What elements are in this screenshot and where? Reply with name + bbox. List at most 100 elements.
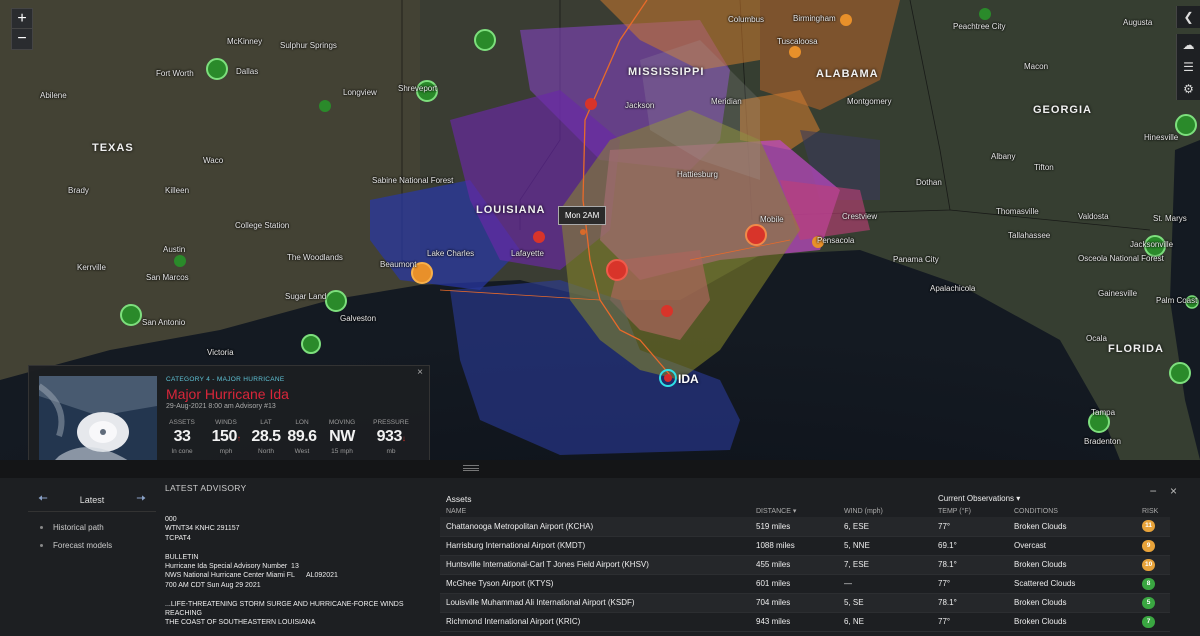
layers-icon[interactable]: ☰ xyxy=(1176,56,1200,78)
table-row[interactable]: Louisville Muhammad Ali International Ai… xyxy=(440,593,1170,613)
nav-historical-path[interactable]: Historical path xyxy=(28,518,156,536)
city-label: Fort Worth xyxy=(156,69,194,78)
col-risk[interactable]: RISK xyxy=(1142,507,1159,515)
city-label: Crestview xyxy=(842,212,878,221)
assets-table: NAME DISTANCE ▾ WIND (mph) TEMP (°F) CON… xyxy=(440,505,1170,632)
city-label: McKinney xyxy=(227,37,263,46)
settings-icon[interactable]: ⚙ xyxy=(1176,78,1200,100)
asset-wind: — xyxy=(838,574,932,594)
asset-risk: 8 xyxy=(1136,574,1170,594)
assets-title: Assets xyxy=(446,494,472,504)
asset-distance: 601 miles xyxy=(750,574,838,594)
asset-conditions: Broken Clouds xyxy=(1008,593,1136,613)
forecast-point-tooltip: Mon 2AM xyxy=(558,206,607,225)
col-conditions[interactable]: CONDITIONS xyxy=(1014,507,1058,515)
asset-risk: 7 xyxy=(1136,612,1170,632)
city-label: Meridian xyxy=(711,97,742,106)
city-label: San Antonio xyxy=(142,318,186,327)
asset-risk: 11 xyxy=(1136,517,1170,537)
city-label: Sabine National Forest xyxy=(372,176,454,185)
col-wind[interactable]: WIND (mph) xyxy=(844,507,883,515)
city-label: Osceola National Forest xyxy=(1078,254,1164,263)
city-label: Bradenton xyxy=(1084,437,1121,446)
stat-winds: WINDS 150↑ mph xyxy=(211,419,241,455)
col-temp[interactable]: TEMP (°F) xyxy=(938,507,972,515)
city-label: St. Marys xyxy=(1153,214,1187,223)
asset-wind: 7, ESE xyxy=(838,555,932,575)
storm-label[interactable]: IDA xyxy=(678,372,699,386)
city-label: Jacksonville xyxy=(1130,240,1174,249)
advisory-time: 29-Aug-2021 8:00 am Advisory #13 xyxy=(166,403,276,410)
state-label: MISSISSIPPI xyxy=(628,66,705,78)
asset-distance: 1088 miles xyxy=(750,536,838,556)
state-label: FLORIDA xyxy=(1108,343,1164,355)
arrow-right-icon[interactable]: 🠦 xyxy=(136,491,146,505)
zoom-in-button[interactable]: + xyxy=(11,8,33,30)
col-distance[interactable]: DISTANCE ▾ xyxy=(756,508,797,515)
city-label: Macon xyxy=(1024,62,1049,71)
storm-marker xyxy=(659,369,677,387)
arrow-left-icon[interactable]: 🠤 xyxy=(38,491,48,505)
forecast-track xyxy=(582,0,671,376)
table-header: NAME DISTANCE ▾ WIND (mph) TEMP (°F) CON… xyxy=(440,505,1170,517)
forecast-cone xyxy=(560,110,800,380)
city-label: Abilene xyxy=(40,91,67,100)
stat-lon: LON 89.6 West xyxy=(287,419,317,455)
city-label: Pensacola xyxy=(817,236,855,245)
weather-layer-icon[interactable]: ☁ xyxy=(1176,34,1200,56)
table-row[interactable]: McGhee Tyson Airport (KTYS) 601 miles —77°… xyxy=(440,574,1170,594)
city-label: Tallahassee xyxy=(1008,231,1051,240)
asset-name: Huntsville International-Carl T Jones Fi… xyxy=(440,555,750,575)
city-label: Shreveport xyxy=(398,84,438,93)
collapse-panel-icon[interactable]: ❮ xyxy=(1176,6,1200,28)
city-label: Lafayette xyxy=(511,249,544,258)
city-label: Lake Charles xyxy=(427,249,475,258)
close-icon[interactable]: × xyxy=(417,367,423,378)
city-label: Palm Coast xyxy=(1156,296,1198,305)
zoom-out-button[interactable]: − xyxy=(11,28,33,50)
city-label: Mobile xyxy=(760,215,784,224)
asset-distance: 519 miles xyxy=(750,517,838,537)
table-row[interactable]: Chattanooga Metropolitan Airport (KCHA) 5… xyxy=(440,517,1170,537)
city-label: San Marcos xyxy=(146,273,189,282)
table-row[interactable]: Huntsville International-Carl T Jones Fi… xyxy=(440,555,1170,575)
asset-markers xyxy=(120,8,1199,433)
bullet-icon xyxy=(40,543,43,547)
nav-forecast-models[interactable]: Forecast models xyxy=(28,536,156,554)
asset-conditions: Broken Clouds xyxy=(1008,612,1136,632)
trend-down-icon: ↓ xyxy=(401,434,406,443)
stat-assets: ASSETS 33 In cone xyxy=(169,419,195,455)
asset-conditions: Scattered Clouds xyxy=(1008,574,1136,594)
asset-distance: 704 miles xyxy=(750,593,838,613)
table-row[interactable]: Harrisburg International Airport (KMDT) 1… xyxy=(440,536,1170,556)
advisory-panel: LATEST ADVISORY 000 WTNT34 KNHC 291157 T… xyxy=(165,483,427,636)
minimize-icon[interactable]: − xyxy=(1149,484,1157,498)
city-label: Apalachicola xyxy=(930,284,976,293)
city-label: Thomasville xyxy=(996,207,1039,216)
observations-dropdown[interactable]: Current Observations ▾ xyxy=(938,494,1021,503)
asset-risk: 9 xyxy=(1136,536,1170,556)
asset-name: McGhee Tyson Airport (KTYS) xyxy=(440,574,750,594)
close-icon[interactable]: × xyxy=(1169,484,1177,498)
risk-badge: 9 xyxy=(1142,539,1155,552)
asset-conditions: Broken Clouds xyxy=(1008,555,1136,575)
asset-wind: 6, NE xyxy=(838,612,932,632)
asset-name: Harrisburg International Airport (KMDT) xyxy=(440,536,750,556)
risk-badge: 5 xyxy=(1142,596,1155,609)
drag-handle-icon[interactable] xyxy=(463,465,479,471)
city-label: Birmingham xyxy=(793,14,836,23)
advisory-pager: 🠤 Latest 🠦 xyxy=(28,488,156,512)
forecast-cone-blue xyxy=(450,280,740,455)
city-label: Brady xyxy=(68,186,89,195)
table-row[interactable]: Richmond International Airport (KRIC) 943… xyxy=(440,612,1170,632)
city-label: Kerrville xyxy=(77,263,106,272)
storm-name: Major Hurricane Ida xyxy=(166,386,289,402)
advisory-text: 000 WTNT34 KNHC 291157 TCPAT4 BULLETIN H… xyxy=(165,516,404,627)
stat-lat: LAT 28.5 North xyxy=(251,419,281,455)
city-label: Valdosta xyxy=(1078,212,1109,221)
city-label: Ocala xyxy=(1086,334,1107,343)
risk-badge: 8 xyxy=(1142,577,1155,590)
col-name[interactable]: NAME xyxy=(446,507,467,515)
city-label: Tuscaloosa xyxy=(777,37,818,46)
city-label: Dallas xyxy=(236,67,259,76)
